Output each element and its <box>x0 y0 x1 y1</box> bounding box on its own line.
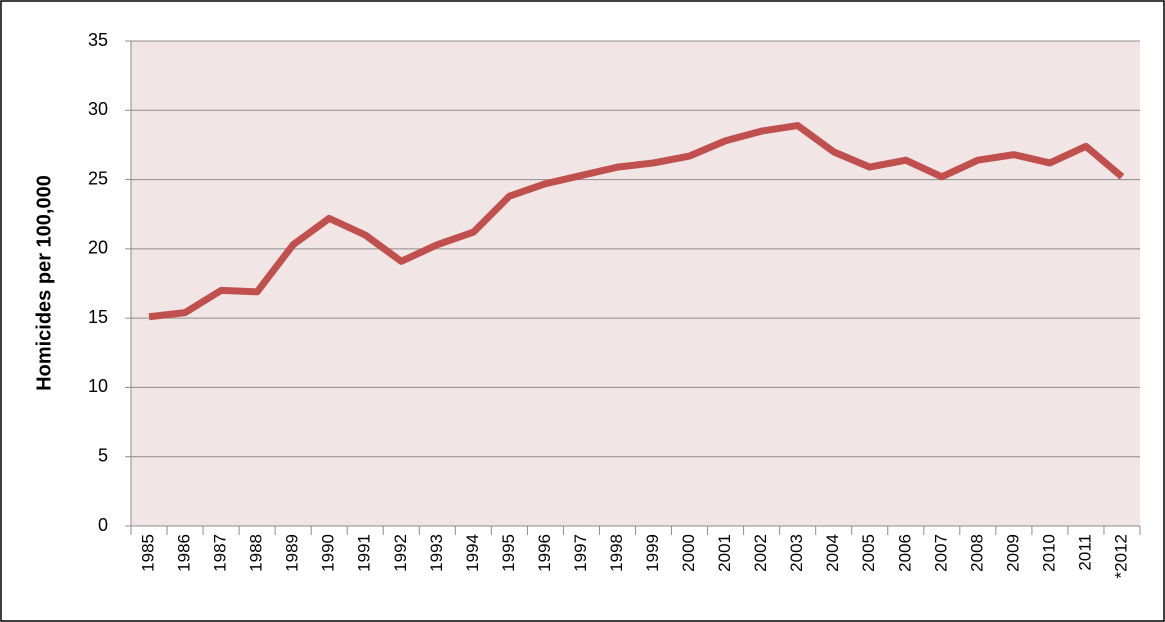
x-tick-label: 2007 <box>931 534 950 572</box>
y-tick-label: 5 <box>98 445 108 465</box>
x-tick-label: 1998 <box>607 534 626 572</box>
x-tick-label: 1992 <box>391 534 410 572</box>
y-tick-label: 10 <box>88 376 108 396</box>
x-tick-label: 1987 <box>211 534 230 572</box>
plot-area <box>131 41 1140 526</box>
x-tick-label: 1994 <box>463 534 482 572</box>
y-tick-label: 35 <box>88 30 108 50</box>
y-tick-label: 20 <box>88 238 108 258</box>
x-tick-label: 2004 <box>823 534 842 572</box>
x-tick-label: 1990 <box>319 534 338 572</box>
x-tick-label: 1991 <box>355 534 374 572</box>
y-axis-label: Homicides per 100,000 <box>33 175 55 391</box>
x-tick-label: 1996 <box>535 534 554 572</box>
x-tick-label: 1985 <box>139 534 158 572</box>
x-tick-label: 2003 <box>787 534 806 572</box>
x-tick-label: 1989 <box>283 534 302 572</box>
series-line <box>148 122 1125 321</box>
x-tick-label: 2010 <box>1039 534 1058 572</box>
x-tick-label: 2011 <box>1075 534 1094 571</box>
x-tick-label: 1995 <box>499 534 518 572</box>
x-tick-label: 1999 <box>643 534 662 572</box>
y-tick-label: 15 <box>88 307 108 327</box>
x-tick-label: *2012 <box>1111 534 1130 578</box>
x-tick-label: 2005 <box>859 534 878 572</box>
y-tick-label: 30 <box>88 99 108 119</box>
x-tick-label: 1997 <box>571 534 590 572</box>
x-tick-label: 2008 <box>967 534 986 572</box>
x-tick-label: 2002 <box>751 534 770 572</box>
x-tick-label: 2000 <box>679 534 698 572</box>
x-tick-label: 1986 <box>175 534 194 572</box>
x-tick-label: 2001 <box>715 534 734 572</box>
x-tick-label: 1993 <box>427 534 446 572</box>
x-tick-label: 2006 <box>895 534 914 572</box>
x-tick-label: 1988 <box>247 534 266 572</box>
y-tick-label: 0 <box>98 515 108 535</box>
x-tick-label: 2009 <box>1003 534 1022 572</box>
y-tick-label: 25 <box>88 168 108 188</box>
